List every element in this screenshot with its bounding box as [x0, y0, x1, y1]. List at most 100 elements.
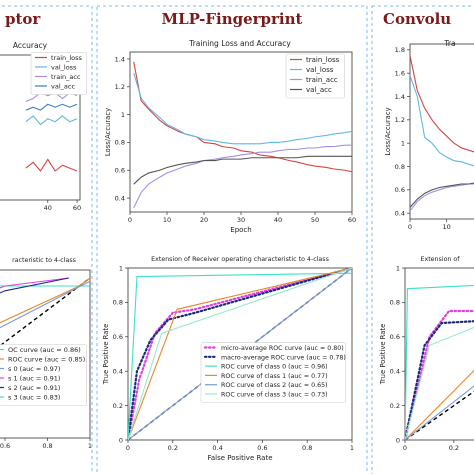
series-line [128, 268, 352, 440]
y-tick-label: 0 [119, 436, 123, 444]
x-tick-label: 10 [443, 223, 451, 231]
x-axis-label: False Positive Rate [207, 454, 272, 462]
plot-area [0, 277, 90, 347]
series-line [128, 272, 352, 440]
center-panel-border [96, 5, 368, 474]
legend-box [30, 52, 88, 95]
legend-label: ROC curve of class 0 (auc = 0.96) [221, 364, 328, 371]
legend-label: train_loss [306, 56, 340, 64]
right-panel-title: Convolu [383, 10, 451, 28]
legend-label: val_loss [306, 66, 334, 74]
x-tick-label: 0.4 [212, 444, 222, 452]
legend-box [285, 53, 345, 99]
y-tick-label: 1 [121, 111, 125, 119]
right-panel-border [371, 5, 474, 474]
y-tick-label: 1.4 [115, 55, 125, 63]
y-axis-label: True Positive Rate [102, 324, 110, 386]
y-tick-label: 1 [119, 264, 123, 272]
y-tick-label: 0.6 [395, 186, 405, 194]
series-line [405, 385, 474, 440]
y-tick-label: 0.6 [113, 333, 123, 341]
y-tick-label: 1 [396, 264, 400, 272]
y-tick-label: 0.4 [395, 209, 405, 217]
x-tick-label: 50 [311, 216, 319, 224]
y-tick-label: 1 [401, 139, 405, 147]
legend-label: val_loss [51, 64, 77, 72]
y-tick-label: 0.4 [390, 368, 400, 376]
series-line [410, 182, 474, 208]
x-tick-label: 0 [408, 223, 412, 231]
x-tick-label: 30 [237, 216, 245, 224]
chart-title: Training Loss and Accuracy [188, 39, 291, 48]
series-line [128, 268, 352, 440]
x-tick-label: 0.2 [168, 444, 178, 452]
legend-label: train_acc [51, 73, 81, 81]
legend: OC curve (auc = 0.86) ROC curve (auc = 0.… [0, 344, 87, 406]
series-line [128, 268, 352, 440]
y-tick-label: 1.2 [395, 116, 405, 124]
legend-label: OC curve (auc = 0.86) [8, 346, 81, 354]
center-training-group: Training Loss and Accuracy 0 10 20 30 40 50 60 0… [104, 39, 356, 234]
chance-diagonal [405, 390, 474, 440]
y-axis-label: Loss/Accuracy [104, 108, 112, 156]
y-tick-label: 1.6 [395, 69, 405, 77]
y-tick-label: 0.8 [113, 299, 123, 307]
legend-label: s 3 (auc = 0.83) [8, 394, 60, 402]
series-line [0, 277, 69, 289]
left-training-group: Accuracy 40 60 train_loss val_losstrain_accv… [0, 41, 88, 212]
legend-label: s 0 (auc = 0.97) [8, 365, 60, 373]
x-tick-label: 60 [73, 204, 81, 212]
plot-area [133, 61, 352, 209]
x-tick-label: 0 [126, 444, 130, 452]
legend-label: ROC curve of class 3 (auc = 0.73) [221, 392, 328, 399]
chart-title: Accuracy [13, 41, 48, 50]
series-line [410, 75, 474, 167]
y-tick-label: 0 [396, 436, 400, 444]
plot-frame [404, 267, 474, 441]
x-tick-label: 0.6 [257, 444, 267, 452]
y-tick-label: 1.2 [115, 83, 125, 91]
y-tick-label: 1.8 [395, 46, 405, 54]
x-tick-label: 1 [350, 444, 354, 452]
center-panel-title: MLP-Fingerprint [162, 10, 303, 28]
legend: micro-average ROC curve (auc = 0.80) macr… [200, 342, 347, 403]
series-line [405, 326, 474, 440]
legend-label: s 2 (auc = 0.91) [8, 384, 60, 392]
y-tick-label: 0.8 [390, 299, 400, 307]
x-tick-label: 20 [200, 216, 208, 224]
x-tick-label: 0.8 [42, 442, 52, 450]
x-tick-label: 10 [163, 216, 171, 224]
series-line [128, 268, 352, 440]
y-tick-label: 0.8 [115, 139, 125, 147]
legend-label: s 1 (auc = 0.91) [8, 375, 60, 383]
legend-label: train_acc [306, 76, 338, 84]
x-tick-label: 40 [274, 216, 282, 224]
x-tick-label: 0.2 [449, 444, 459, 452]
y-tick-label: 0.8 [395, 163, 405, 171]
x-tick-label: 0 [403, 444, 407, 452]
x-axis-label: Epoch [230, 226, 251, 234]
y-tick-label: 0.6 [390, 333, 400, 341]
left-panel-title: ptor [5, 10, 41, 28]
center-roc-group: Extension of Receiver operating characte… [102, 256, 354, 462]
series-line [405, 309, 474, 440]
left-panel-border [0, 5, 93, 474]
y-tick-label: 1.4 [395, 93, 405, 101]
legend: train_loss val_loss train_acc val_acc [285, 53, 345, 99]
x-tick-label: 1 [88, 442, 92, 450]
legend-box [0, 344, 87, 406]
x-tick-label: 60 [348, 216, 356, 224]
legend-label: ROC curve of class 2 (auc = 0.65) [221, 382, 328, 389]
x-tick-label: 0.8 [302, 444, 312, 452]
legend-label: val_acc [51, 83, 75, 91]
plot-area [410, 55, 474, 212]
legend-label: ROC curve of class 1 (auc = 0.77) [221, 373, 328, 380]
series-line [410, 55, 474, 153]
legend-label: val_acc [306, 86, 332, 94]
series-line [133, 61, 352, 173]
legend-label: micro-average ROC curve (auc = 0.80) [221, 345, 344, 352]
chart-title: Tra [443, 39, 455, 48]
y-tick-label: 0.2 [113, 402, 123, 410]
